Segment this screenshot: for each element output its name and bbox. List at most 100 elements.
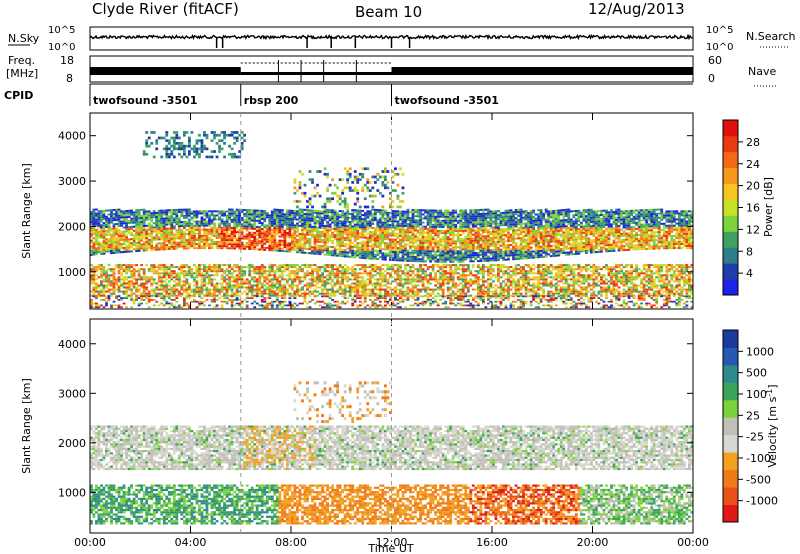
heatmap-cell <box>198 212 201 215</box>
heatmap-cell <box>107 280 111 283</box>
heatmap-cell <box>396 253 400 256</box>
heatmap-cell <box>150 244 154 247</box>
heatmap-cell <box>409 235 412 238</box>
heatmap-cell <box>240 229 244 232</box>
heatmap-cell <box>298 241 302 244</box>
heatmap-cell <box>316 232 319 235</box>
heatmap-cell <box>130 234 134 237</box>
heatmap-cell <box>316 280 319 283</box>
heatmap-cell <box>145 139 149 142</box>
heatmap-cell <box>203 238 206 241</box>
heatmap-cell <box>147 247 151 250</box>
heatmap-cell <box>378 243 382 246</box>
heatmap-cell <box>165 290 169 293</box>
heatmap-cell <box>353 288 357 291</box>
heatmap-cell <box>240 282 244 285</box>
heatmap-cell <box>346 231 350 234</box>
heatmap-cell <box>125 288 128 291</box>
heatmap-cell <box>316 240 319 243</box>
heatmap-cell <box>341 224 345 227</box>
heatmap-cell <box>346 286 350 289</box>
heatmap-cell <box>135 215 139 218</box>
heatmap-cell <box>280 284 284 287</box>
heatmap-cell <box>230 300 234 303</box>
heatmap-cell <box>100 264 103 267</box>
heatmap-cell <box>218 224 221 227</box>
heatmap-cell <box>348 241 352 244</box>
heatmap-cell <box>376 304 380 307</box>
heatmap-cell <box>429 252 432 255</box>
heatmap-cell <box>363 167 367 171</box>
heatmap-cell <box>225 274 229 277</box>
heatmap-cell <box>351 247 355 250</box>
heatmap-cell <box>308 240 312 242</box>
heatmap-cell <box>258 266 262 269</box>
heatmap-cell <box>273 290 277 293</box>
heatmap-cell <box>358 282 362 285</box>
heatmap-cell <box>200 212 204 215</box>
heatmap-cell <box>120 268 123 271</box>
heatmap-cell <box>265 276 269 279</box>
heatmap-cell <box>155 272 159 275</box>
heatmap-cell <box>316 286 319 289</box>
heatmap-cell <box>270 239 274 242</box>
heatmap-cell <box>167 233 171 236</box>
heatmap-cell <box>167 241 171 244</box>
heatmap-cell <box>404 306 407 309</box>
heatmap-cell <box>346 218 350 221</box>
heatmap-cell <box>102 274 106 277</box>
heatmap-cell <box>235 274 239 277</box>
heatmap-cell <box>180 214 184 217</box>
heatmap-cell <box>321 210 324 213</box>
heatmap-cell <box>394 232 397 235</box>
heatmap-cell <box>132 278 136 281</box>
heatmap-cell <box>157 274 161 277</box>
heatmap-cell <box>270 278 274 281</box>
heatmap-cell <box>160 232 164 235</box>
heatmap-cell <box>250 288 254 291</box>
heatmap-cell <box>296 294 299 297</box>
heatmap-cell <box>311 219 314 222</box>
heatmap-cell <box>135 213 139 216</box>
heatmap-cell <box>255 242 259 245</box>
heatmap-cell <box>278 280 282 283</box>
heatmap-cell <box>228 212 231 215</box>
heatmap-cell <box>394 249 397 251</box>
heatmap-cell <box>439 211 443 214</box>
heatmap-cell <box>301 276 304 279</box>
heatmap-cell <box>122 234 126 237</box>
heatmap-cell <box>444 252 448 255</box>
heatmap-cell <box>346 225 350 227</box>
heatmap-cell <box>233 142 237 145</box>
heatmap-cell <box>285 304 289 307</box>
heatmap-cell <box>399 216 402 219</box>
heatmap-cell <box>399 290 402 293</box>
heatmap-cell <box>180 266 184 269</box>
heatmap-cell <box>303 225 307 228</box>
heatmap-cell <box>306 270 309 273</box>
heatmap-cell <box>135 231 139 234</box>
heatmap-cell <box>125 270 128 273</box>
heatmap-cell <box>371 233 375 236</box>
heatmap-cell <box>127 222 131 224</box>
heatmap-cell <box>411 219 415 222</box>
heatmap-cell <box>431 213 435 216</box>
heatmap-cell <box>155 300 159 303</box>
heatmap-cell <box>371 231 375 234</box>
heatmap-cell <box>112 249 116 252</box>
heatmap-cell <box>296 272 299 275</box>
heatmap-cell <box>298 302 302 305</box>
heatmap-cell <box>363 197 367 201</box>
heatmap-cell <box>253 268 257 271</box>
heatmap-cell <box>190 131 194 134</box>
heatmap-cell <box>391 181 395 184</box>
heatmap-cell <box>142 290 146 293</box>
heatmap-cell <box>130 306 134 309</box>
heatmap-cell <box>117 233 121 236</box>
heatmap-cell <box>140 302 144 305</box>
heatmap-cell <box>399 278 402 281</box>
heatmap-cell <box>298 294 302 297</box>
heatmap-cell <box>441 268 445 271</box>
heatmap-cell <box>361 222 365 225</box>
heatmap-cell <box>180 233 184 236</box>
